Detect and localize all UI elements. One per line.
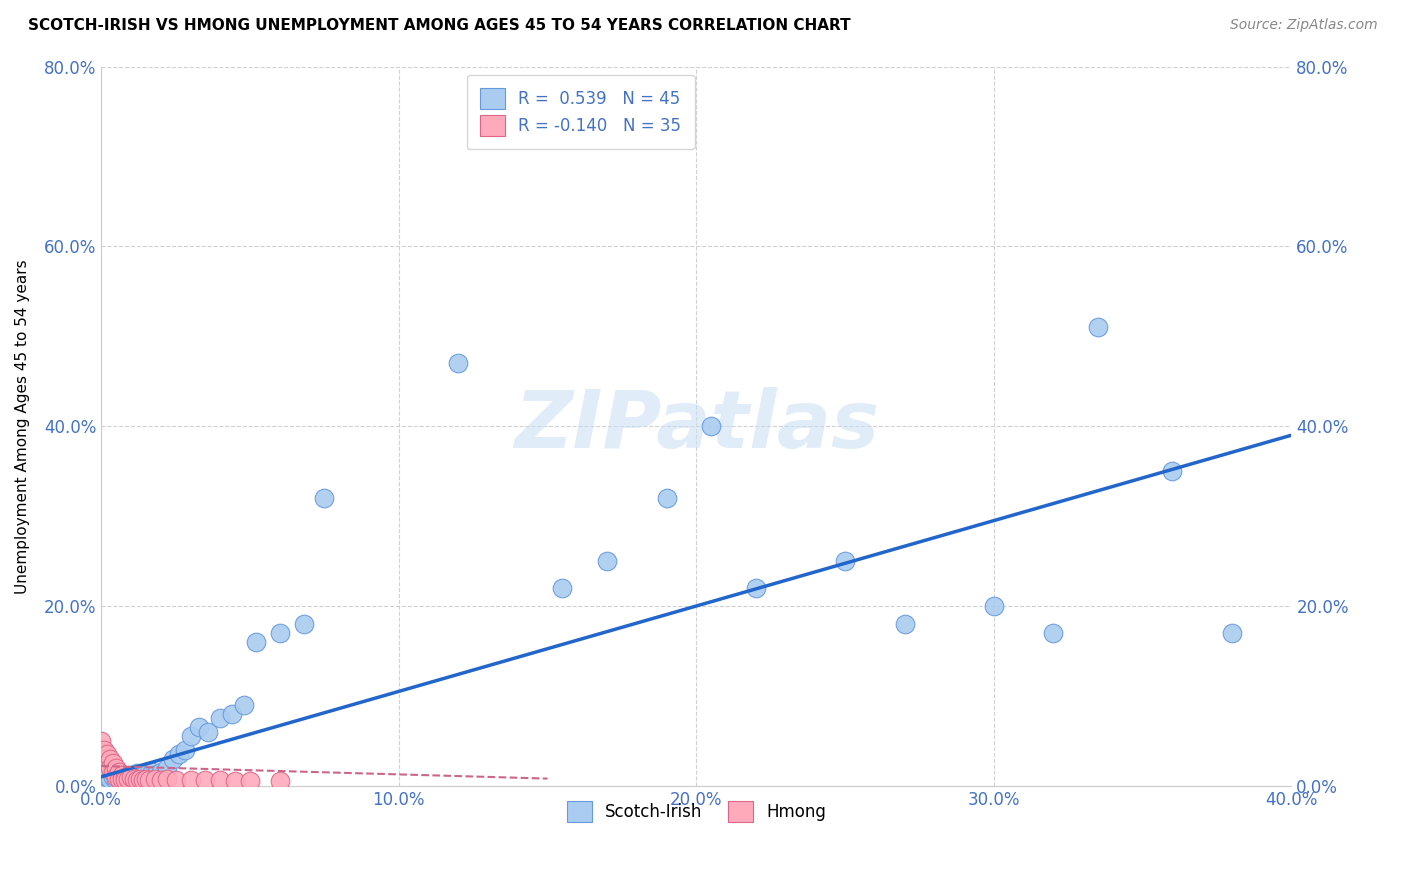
Point [233,698,256,712]
Point [101,756,124,771]
Point [209,773,232,788]
Point [105,773,128,788]
Point [194,773,217,788]
Point [180,773,202,788]
Point [143,768,166,782]
Point [138,773,160,788]
Point [188,720,211,734]
Point [125,766,148,780]
Point [165,773,187,788]
Point [269,774,291,789]
Point [655,491,678,505]
Point [101,770,124,784]
Point [239,774,262,789]
Point [129,772,152,786]
Point [93,743,115,757]
Y-axis label: Unemployment Among Ages 45 to 54 years: Unemployment Among Ages 45 to 54 years [15,259,30,593]
Point [98,772,121,786]
Point [135,772,157,786]
Point [167,747,190,762]
Text: Source: ZipAtlas.com: Source: ZipAtlas.com [1230,18,1378,32]
Point [117,772,139,786]
Point [447,356,470,370]
Point [1087,320,1109,334]
Point [209,711,232,725]
Point [1042,626,1064,640]
Point [98,752,121,766]
Point [700,419,723,434]
Point [114,770,136,784]
Point [120,768,142,782]
Point [132,768,155,782]
Point [105,761,128,775]
Point [135,765,157,780]
Point [125,773,148,788]
Point [596,554,619,568]
Point [117,773,139,788]
Point [122,770,145,784]
Point [114,773,136,788]
Point [90,734,112,748]
Point [149,765,172,780]
Point [132,773,155,788]
Text: SCOTCH-IRISH VS HMONG UNEMPLOYMENT AMONG AGES 45 TO 54 YEARS CORRELATION CHART: SCOTCH-IRISH VS HMONG UNEMPLOYMENT AMONG… [28,18,851,33]
Point [105,770,128,784]
Point [111,772,134,786]
Point [156,761,179,775]
Point [173,743,195,757]
Point [551,581,574,595]
Point [292,617,315,632]
Point [122,772,145,786]
Point [314,491,336,505]
Point [180,729,202,743]
Point [101,765,124,780]
Point [143,772,166,786]
Point [108,772,131,786]
Point [93,752,115,766]
Text: ZIPatlas: ZIPatlas [513,387,879,466]
Point [162,752,184,766]
Point [108,768,131,782]
Point [1161,464,1184,478]
Point [108,765,131,780]
Point [245,635,267,649]
Point [96,756,118,771]
Point [111,768,134,782]
Point [120,770,142,784]
Point [197,724,219,739]
Point [98,761,121,775]
Point [893,617,915,632]
Point [141,765,163,780]
Point [1220,626,1243,640]
Point [224,774,246,789]
Point [149,773,172,788]
Point [129,770,152,784]
Point [96,747,118,762]
Point [111,772,134,786]
Point [114,770,136,784]
Point [269,626,291,640]
Point [745,581,768,595]
Point [156,772,179,786]
Point [834,554,856,568]
Legend: Scotch-Irish, Hmong: Scotch-Irish, Hmong [554,788,839,835]
Point [983,599,1005,613]
Point [96,770,118,784]
Point [221,706,243,721]
Point [138,770,160,784]
